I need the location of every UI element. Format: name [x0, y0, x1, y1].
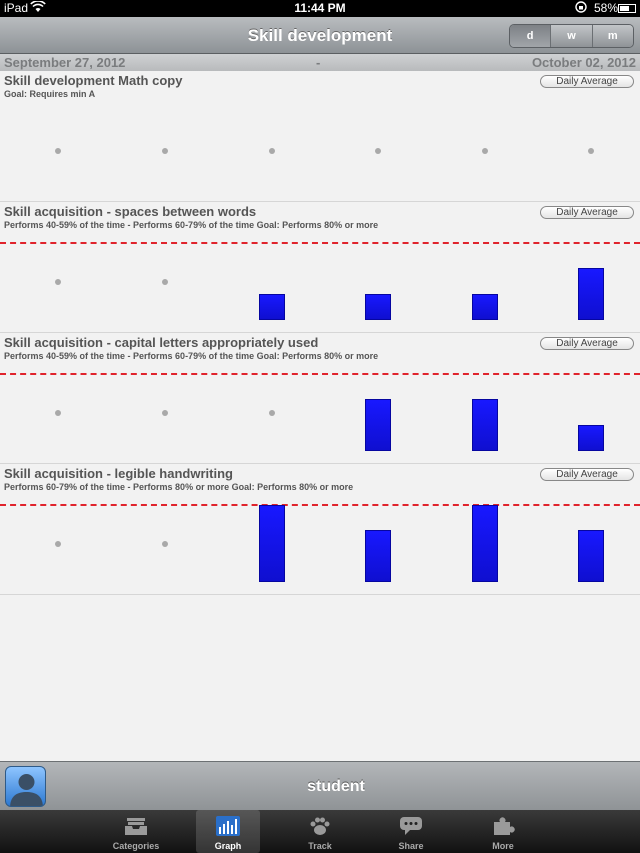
- empty-chart-area: [0, 595, 640, 761]
- empty-day-dot: [162, 279, 168, 285]
- tab-more[interactable]: More: [471, 810, 535, 853]
- start-date: September 27, 2012: [4, 55, 126, 70]
- chart-title: Skill development Math copy: [4, 73, 183, 88]
- empty-day-dot: [269, 410, 275, 416]
- period-segmented-control: d w m: [509, 24, 634, 48]
- tab-share[interactable]: Share: [379, 810, 443, 853]
- paw-icon: [308, 816, 332, 836]
- chart-goal: Performs 40-59% of the time - Performs 6…: [4, 220, 379, 230]
- student-avatar[interactable]: [5, 766, 46, 807]
- average-bar: [472, 505, 498, 582]
- tab-categories[interactable]: Categories: [104, 810, 168, 853]
- average-bar: [472, 294, 498, 320]
- rotation-lock-icon: [574, 1, 588, 16]
- empty-day-dot: [55, 541, 61, 547]
- average-bar: [365, 399, 391, 451]
- tray-icon: [124, 816, 148, 836]
- empty-day-dot: [375, 148, 381, 154]
- empty-day-dot: [269, 148, 275, 154]
- date-range-header: September 27, 2012 - October 02, 2012: [0, 54, 640, 71]
- empty-day-dot: [482, 148, 488, 154]
- average-bar: [578, 530, 604, 582]
- tab-label: Graph: [214, 841, 242, 851]
- average-bar: [578, 268, 604, 320]
- daily-average-button[interactable]: Daily Average: [540, 75, 634, 88]
- carrier-label: iPad: [4, 1, 29, 15]
- tab-label: More: [492, 841, 514, 851]
- student-bar: student: [0, 761, 640, 810]
- chart-title: Skill acquisition - legible handwriting: [4, 466, 233, 481]
- chart-panel: Skill acquisition - legible handwriting …: [0, 464, 640, 595]
- empty-day-dot: [162, 541, 168, 547]
- tab-bar: Categories Graph Track Share More: [0, 810, 640, 853]
- puzzle-icon: [491, 816, 515, 836]
- chart-goal: Goal: Requires min A: [4, 89, 96, 99]
- empty-day-dot: [588, 148, 594, 154]
- page-title: Skill development: [247, 26, 393, 45]
- bar-graph-icon: [216, 816, 240, 836]
- average-bar: [578, 425, 604, 451]
- wifi-icon: [30, 0, 46, 16]
- battery-percent: 58%: [594, 1, 619, 15]
- daily-average-button[interactable]: Daily Average: [540, 206, 634, 219]
- end-date: October 02, 2012: [531, 55, 636, 70]
- goal-line: [0, 504, 640, 506]
- goal-line: [0, 373, 640, 375]
- chart-title: Skill acquisition - spaces between words: [4, 204, 257, 219]
- empty-day-dot: [55, 279, 61, 285]
- segment-day[interactable]: d: [510, 25, 551, 47]
- navigation-bar: Skill development d w m: [0, 17, 640, 54]
- person-silhouette-icon: [10, 774, 43, 806]
- clock: 11:44 PM: [294, 1, 346, 15]
- chart-panel: Skill acquisition - capital letters appr…: [0, 333, 640, 464]
- average-bar: [259, 294, 285, 320]
- goal-line: [0, 242, 640, 244]
- chart-panel: Skill acquisition - spaces between words…: [0, 202, 640, 333]
- average-bar: [365, 294, 391, 320]
- empty-day-dot: [162, 410, 168, 416]
- chart-panel: Skill development Math copy Goal: Requir…: [0, 71, 640, 202]
- date-separator: -: [316, 55, 321, 70]
- student-name: student: [307, 778, 365, 795]
- average-bar: [472, 399, 498, 451]
- tab-track[interactable]: Track: [288, 810, 352, 853]
- empty-day-dot: [55, 410, 61, 416]
- segment-month[interactable]: m: [591, 25, 633, 47]
- empty-day-dot: [162, 148, 168, 154]
- chart-goal: Performs 60-79% of the time - Performs 8…: [4, 482, 354, 492]
- tab-graph[interactable]: Graph: [196, 810, 260, 853]
- chart-title: Skill acquisition - capital letters appr…: [4, 335, 319, 350]
- daily-average-button[interactable]: Daily Average: [540, 468, 634, 481]
- average-bar: [365, 530, 391, 582]
- status-bar: iPad 11:44 PM 58%: [0, 0, 640, 17]
- tab-label: Track: [308, 841, 332, 851]
- tab-label: Categories: [112, 841, 160, 851]
- average-bar: [259, 505, 285, 582]
- daily-average-button[interactable]: Daily Average: [540, 337, 634, 350]
- battery-icon: [618, 4, 636, 13]
- speech-bubble-icon: [399, 816, 423, 836]
- segment-week[interactable]: w: [550, 25, 592, 47]
- tab-label: Share: [398, 841, 424, 851]
- empty-day-dot: [55, 148, 61, 154]
- chart-goal: Performs 40-59% of the time - Performs 6…: [4, 351, 379, 361]
